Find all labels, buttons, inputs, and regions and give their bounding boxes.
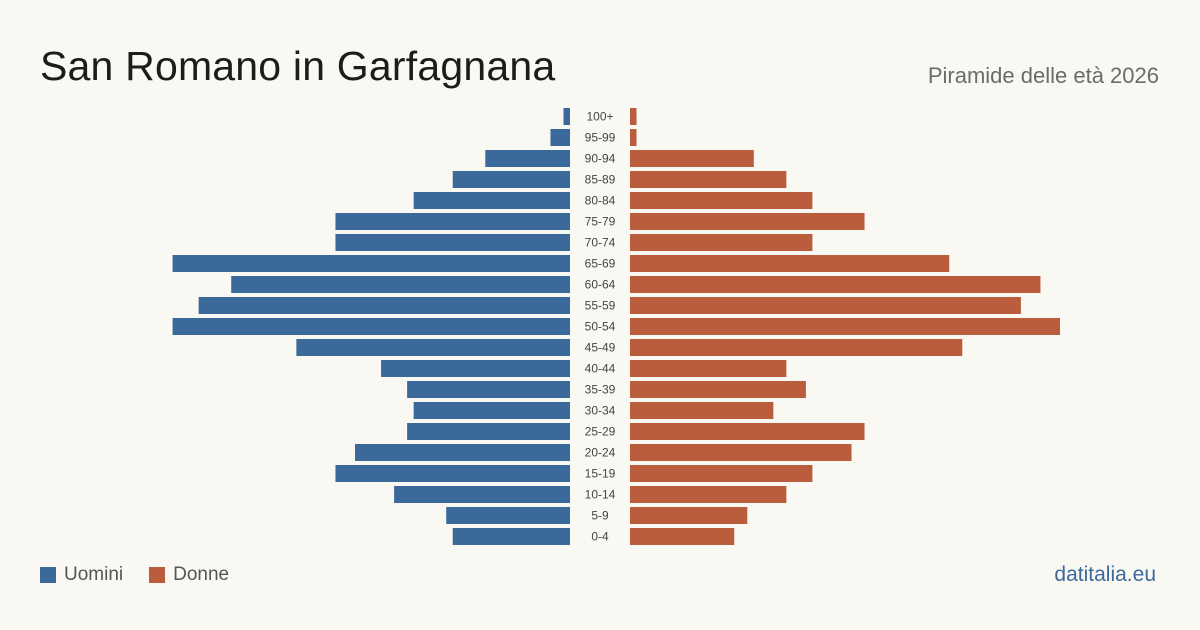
age-group-label: 25-29 <box>585 425 616 439</box>
bar-men-95-99 <box>550 129 570 146</box>
bar-men-35-39 <box>407 381 570 398</box>
bar-women-70-74 <box>630 234 813 251</box>
bar-women-30-34 <box>630 402 774 419</box>
bar-men-80-84 <box>413 192 570 209</box>
bar-women-100+ <box>630 108 637 125</box>
age-group-label: 5-9 <box>591 509 609 523</box>
bar-men-10-14 <box>394 486 570 503</box>
bar-women-95-99 <box>630 129 637 146</box>
bar-women-0-4 <box>630 528 735 545</box>
bar-women-75-79 <box>630 213 865 230</box>
age-group-label: 40-44 <box>585 362 616 376</box>
legend-swatch-men <box>40 567 56 583</box>
bar-men-90-94 <box>485 150 570 167</box>
age-group-label: 15-19 <box>585 467 616 481</box>
bar-women-60-64 <box>630 276 1041 293</box>
age-group-label: 75-79 <box>585 215 616 229</box>
bar-men-60-64 <box>231 276 570 293</box>
bar-men-45-49 <box>296 339 570 356</box>
age-group-label: 0-4 <box>591 530 609 544</box>
age-group-label: 50-54 <box>585 320 616 334</box>
age-group-label: 95-99 <box>585 131 616 145</box>
legend-swatch-women <box>149 567 166 583</box>
age-group-label: 100+ <box>586 110 613 124</box>
bar-men-15-19 <box>335 465 570 482</box>
age-group-label: 60-64 <box>585 278 616 292</box>
bar-women-85-89 <box>630 171 787 188</box>
bar-women-80-84 <box>630 192 813 209</box>
chart-legend: Uomini Donne <box>40 564 255 586</box>
bar-women-40-44 <box>630 360 787 377</box>
bar-men-0-4 <box>452 528 570 545</box>
bar-women-5-9 <box>630 507 748 524</box>
bar-men-85-89 <box>452 171 570 188</box>
age-group-label: 30-34 <box>585 404 616 418</box>
bar-men-65-69 <box>172 255 571 272</box>
bar-men-25-29 <box>407 423 570 440</box>
bar-men-75-79 <box>335 213 570 230</box>
page-title: San Romano in Garfagnana <box>40 43 556 89</box>
age-group-label: 70-74 <box>585 236 616 250</box>
bar-women-45-49 <box>630 339 963 356</box>
bar-men-20-24 <box>355 444 570 461</box>
age-group-label: 85-89 <box>585 173 616 187</box>
bar-women-50-54 <box>630 318 1060 335</box>
age-group-label: 10-14 <box>585 488 616 502</box>
legend-item-women: Donne <box>149 564 229 586</box>
bar-men-55-59 <box>198 297 571 314</box>
source-link[interactable]: datitalia.eu <box>1054 563 1156 586</box>
bar-women-25-29 <box>630 423 865 440</box>
bar-men-5-9 <box>446 507 570 524</box>
bar-men-40-44 <box>381 360 570 377</box>
bar-men-70-74 <box>335 234 570 251</box>
age-group-label: 45-49 <box>585 341 616 355</box>
bar-women-20-24 <box>630 444 852 461</box>
age-group-label: 20-24 <box>585 446 616 460</box>
bar-men-30-34 <box>413 402 570 419</box>
age-group-label: 35-39 <box>585 383 616 397</box>
bar-women-55-59 <box>630 297 1021 314</box>
bar-men-100+ <box>563 108 570 125</box>
population-pyramid-chart: 100+ 95-99 90-94 85-89 80-84 75-79 70-74 65-69 6… <box>172 108 1060 545</box>
legend-label-women: Donne <box>173 564 230 585</box>
bar-women-10-14 <box>630 486 787 503</box>
bar-women-90-94 <box>630 150 754 167</box>
bar-women-65-69 <box>630 255 950 272</box>
bar-men-50-54 <box>172 318 571 335</box>
bar-women-35-39 <box>630 381 806 398</box>
age-group-label: 55-59 <box>585 299 616 313</box>
bar-women-15-19 <box>630 465 813 482</box>
age-group-label: 65-69 <box>585 257 616 271</box>
legend-item-men: Uomini <box>40 564 123 586</box>
legend-label-men: Uomini <box>64 564 124 585</box>
age-group-label: 90-94 <box>585 152 616 166</box>
chart-subtitle: Piramide delle età 2026 <box>927 63 1159 88</box>
age-group-label: 80-84 <box>585 194 616 208</box>
